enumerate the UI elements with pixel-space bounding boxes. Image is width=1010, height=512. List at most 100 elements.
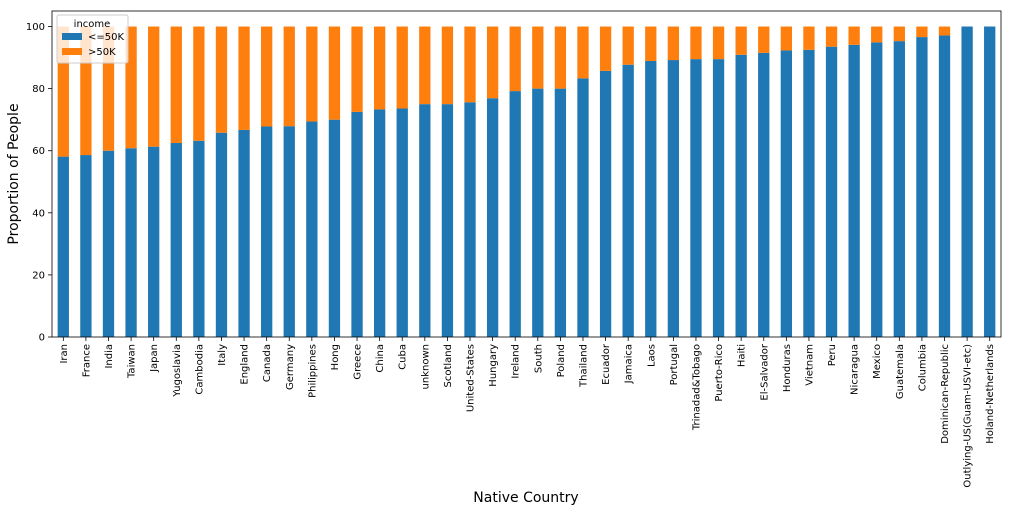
x-tick-label-iran: Iran — [59, 344, 70, 364]
legend: income <=50K >50K — [56, 14, 129, 64]
bar-england-gt50k — [238, 26, 250, 130]
x-tick-label-cambodia: Cambodia — [194, 344, 205, 395]
bar-scotland-gt50k — [441, 26, 454, 105]
bar-greece-le50k — [351, 111, 363, 338]
bar-holand-netherlands-le50k — [984, 26, 996, 338]
bar-italy-gt50k — [215, 26, 228, 133]
x-tick-label-jamaica: Jamaica — [624, 344, 635, 384]
bar-peru-gt50k — [825, 26, 838, 47]
bar-hong-gt50k — [328, 26, 341, 120]
x-tick-label-japan: Japan — [149, 344, 160, 373]
bar-japan-gt50k — [148, 26, 160, 147]
bar-outlying-us-guam-usvi-etc-le50k — [961, 26, 973, 338]
x-tick-label-mexico: Mexico — [872, 344, 883, 379]
y-tick-label: 80 — [32, 84, 45, 95]
x-tick-label-haiti: Haiti — [737, 344, 748, 367]
bar-columbia-le50k — [916, 37, 928, 337]
bar-france-gt50k — [80, 26, 92, 156]
bar-peru-le50k — [825, 46, 838, 337]
bar-china-le50k — [373, 109, 386, 337]
bar-cuba-le50k — [396, 108, 408, 338]
x-tick-label-taiwan: Taiwan — [127, 344, 138, 379]
bar-unknown-gt50k — [419, 26, 431, 105]
bar-vietnam-gt50k — [803, 26, 815, 50]
x-tick-label-columbia: Columbia — [917, 344, 928, 391]
x-tick-label-dominican-republic: Dominican-Republic — [940, 344, 951, 444]
bar-mexico-gt50k — [871, 26, 883, 43]
x-tick-label-puerto-rico: Puerto-Rico — [714, 344, 725, 402]
x-tick-label-united-states: United-States — [466, 344, 477, 412]
bar-jamaica-le50k — [622, 64, 634, 338]
bar-ireland-le50k — [509, 91, 521, 337]
bar-el-salvador-gt50k — [758, 26, 770, 53]
legend-swatch-le50k — [62, 33, 82, 40]
bar-mexico-le50k — [871, 42, 883, 338]
x-tick-label-trinadad-tobago: Trinadad&Tobago — [691, 344, 702, 431]
x-tick-label-portugal: Portugal — [669, 344, 680, 385]
bar-nicaragua-le50k — [848, 44, 860, 338]
x-tick-label-england: England — [240, 344, 251, 385]
bar-greece-gt50k — [351, 26, 363, 112]
bar-unknown-le50k — [419, 104, 431, 337]
bar-cambodia-gt50k — [193, 26, 205, 141]
bar-poland-le50k — [554, 88, 567, 338]
bar-england-le50k — [238, 129, 250, 337]
plot-frame — [51, 10, 1002, 338]
legend-label-gt50k: >50K — [88, 47, 116, 58]
bar-columbia-gt50k — [916, 26, 928, 38]
x-tick-label-outlying-us-guam-usvi-etc: Outlying-US(Guam-USVI-etc) — [963, 344, 974, 488]
bar-cambodia-le50k — [193, 140, 205, 337]
bar-hong-le50k — [328, 119, 341, 337]
x-tick-label-hong: Hong — [330, 344, 341, 370]
bar-scotland-le50k — [441, 104, 454, 337]
legend-title: income — [74, 19, 111, 30]
x-axis: Iran France India Taiwan Japan Yugoslavia Camb… — [59, 337, 996, 488]
bar-united-states-gt50k — [464, 26, 476, 103]
bar-poland-gt50k — [554, 26, 567, 89]
bar-trinadad-tobago-gt50k — [690, 26, 702, 60]
bar-dominican-republic-gt50k — [938, 26, 951, 36]
x-tick-label-holand-netherlands: Holand-Netherlands — [985, 344, 996, 444]
y-tick-label: 0 — [39, 333, 45, 344]
bar-iran-gt50k — [57, 26, 69, 157]
x-tick-label-cuba: Cuba — [398, 344, 409, 370]
x-tick-label-germany: Germany — [285, 344, 296, 390]
bar-nicaragua-gt50k — [848, 26, 860, 45]
bar-puerto-rico-gt50k — [712, 26, 725, 60]
legend-swatch-gt50k — [62, 48, 82, 55]
bar-taiwan-gt50k — [125, 26, 137, 149]
bar-laos-gt50k — [645, 26, 657, 61]
bar-ecuador-gt50k — [599, 26, 612, 71]
x-tick-label-honduras: Honduras — [782, 344, 793, 392]
x-tick-label-china: China — [375, 344, 386, 373]
y-tick-label: 60 — [32, 146, 45, 157]
bar-cuba-gt50k — [396, 26, 408, 109]
bar-dominican-republic-le50k — [938, 35, 951, 337]
bar-ecuador-le50k — [599, 70, 612, 338]
y-axis-title: Proportion of People — [6, 103, 22, 244]
bar-italy-le50k — [215, 132, 228, 337]
bar-honduras-le50k — [780, 50, 792, 338]
x-tick-label-scotland: Scotland — [443, 344, 454, 387]
bar-canada-gt50k — [261, 26, 273, 127]
bar-thailand-le50k — [577, 78, 589, 338]
bar-south-le50k — [532, 88, 544, 338]
x-tick-label-south: South — [533, 344, 544, 373]
x-tick-label-ecuador: Ecuador — [601, 343, 612, 385]
bar-haiti-le50k — [735, 54, 747, 337]
x-tick-label-nicaragua: Nicaragua — [850, 344, 861, 395]
x-tick-label-ireland: Ireland — [511, 344, 522, 379]
x-tick-label-philippines: Philippines — [307, 344, 318, 398]
bar-ireland-gt50k — [509, 26, 521, 92]
x-tick-label-hungary: Hungary — [488, 344, 499, 387]
y-tick-label: 40 — [32, 208, 45, 219]
bar-portugal-gt50k — [667, 26, 680, 61]
bar-hungary-gt50k — [486, 26, 499, 99]
bar-canada-le50k — [261, 126, 273, 337]
x-tick-label-italy: Italy — [217, 344, 228, 366]
bar-el-salvador-le50k — [758, 52, 770, 337]
bar-germany-le50k — [283, 126, 295, 337]
legend-label-le50k: <=50K — [88, 32, 124, 43]
